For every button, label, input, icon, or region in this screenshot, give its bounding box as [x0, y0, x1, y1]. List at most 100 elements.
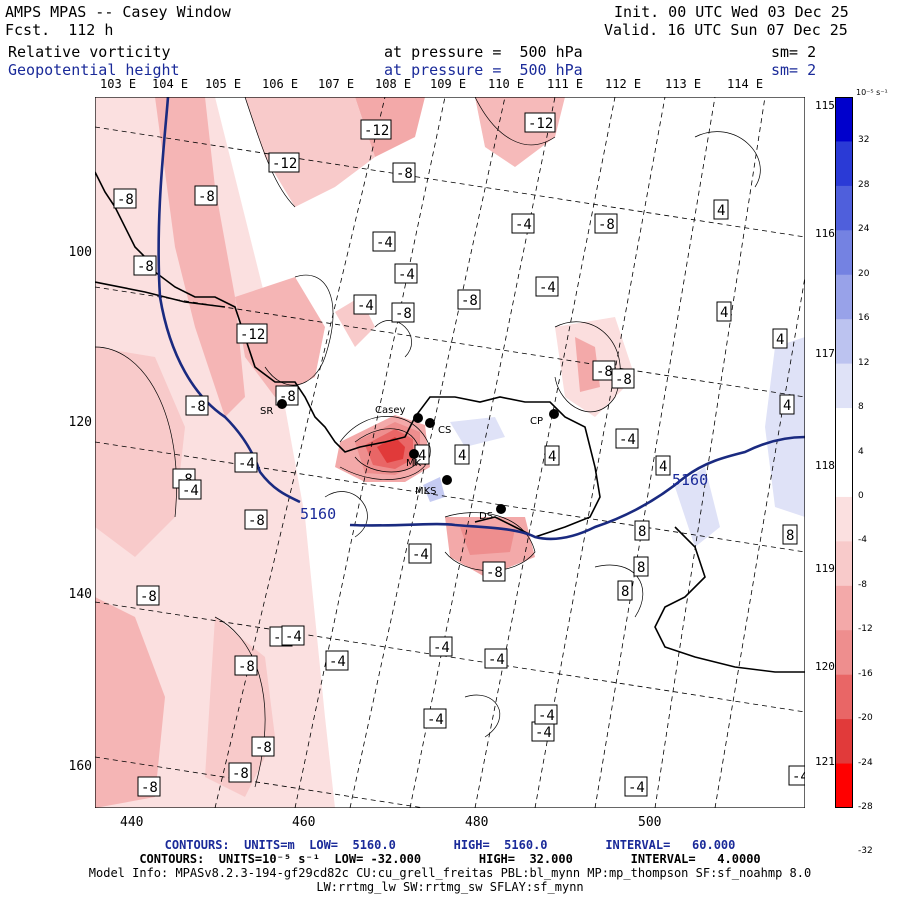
x-tick-label: 480	[465, 815, 489, 830]
station-marker	[277, 399, 287, 409]
svg-text:-4: -4	[412, 547, 429, 563]
colorbar-segment	[835, 719, 853, 765]
station-marker	[413, 413, 423, 423]
contour-value-label: -4	[429, 636, 453, 657]
colorbar-segment	[835, 452, 853, 498]
y-tick-label: 160	[68, 759, 92, 774]
station-marker	[549, 409, 559, 419]
colorbar-segment	[835, 585, 853, 631]
contour-value-label: -4	[511, 213, 535, 234]
field2-smooth: sm= 2	[771, 61, 817, 79]
svg-text:-8: -8	[396, 166, 413, 182]
svg-text:-8: -8	[486, 565, 503, 581]
colorbar-label: 16	[858, 313, 870, 324]
y-tick-label: 120	[68, 415, 92, 430]
contour-value-label: -8	[228, 762, 252, 783]
contour-value-label: 4	[544, 445, 560, 466]
svg-text:4: 4	[720, 305, 728, 321]
station-marker	[425, 418, 435, 428]
height-contour-5160	[157, 97, 805, 541]
colorbar-segment	[835, 763, 853, 808]
contour-value-label: -8	[391, 302, 415, 323]
contour-value-label: 4	[716, 301, 732, 322]
contour-value-label: -4	[788, 765, 805, 786]
svg-text:-4: -4	[329, 654, 346, 670]
svg-text:4: 4	[659, 459, 667, 475]
contour-value-label: -4	[624, 776, 648, 797]
top-longitude-label: 108 E	[375, 77, 412, 91]
svg-text:-12: -12	[240, 327, 265, 343]
colorbar-segment	[835, 141, 853, 187]
svg-text:-8: -8	[395, 306, 412, 322]
colorbar-label: 28	[858, 179, 870, 190]
contour-value-label: -8	[185, 395, 209, 416]
colorbar-label: -16	[858, 668, 873, 679]
svg-text:-8: -8	[461, 293, 478, 309]
contour-value-label: -8	[136, 585, 160, 606]
top-longitude-label: 113 E	[665, 77, 702, 91]
contour-value-label: 8	[782, 524, 798, 545]
svg-text:4: 4	[776, 332, 784, 348]
svg-text:4: 4	[717, 203, 725, 219]
contour-value-label: -4	[484, 648, 508, 669]
footer-height-contours: CONTOURS: UNITS=m LOW= 5160.0 HIGH= 5160…	[164, 838, 736, 852]
contour-value-label: -8	[392, 162, 416, 183]
x-tick-label: 460	[292, 815, 316, 830]
x-tick-label: 440	[120, 815, 144, 830]
forecast-hour: Fcst. 112 h	[5, 21, 114, 39]
colorbar-units: 10⁻⁵ s⁻¹	[856, 88, 888, 97]
colorbar-label: 32	[858, 135, 870, 146]
svg-text:-4: -4	[357, 298, 374, 314]
svg-text:4: 4	[548, 449, 556, 465]
init-time: Init. 00 UTC Wed 03 Dec 25	[614, 3, 849, 21]
svg-text:-12: -12	[364, 123, 389, 139]
field1-level: at pressure = 500 hPa	[384, 43, 583, 61]
svg-text:-8: -8	[596, 364, 613, 380]
svg-text:-4: -4	[515, 217, 532, 233]
contour-value-label: -8	[594, 213, 618, 234]
colorbar-label: 24	[858, 224, 870, 235]
top-longitude-label: 109 E	[430, 77, 467, 91]
station-label: MKS	[415, 486, 437, 497]
svg-text:-12: -12	[272, 156, 297, 172]
svg-text:-8: -8	[140, 589, 157, 605]
colorbar-label: 0	[858, 490, 864, 501]
top-longitude-label: 112 E	[605, 77, 642, 91]
contour-value-label: -8	[251, 736, 275, 757]
contour-value-label: -4	[531, 721, 555, 742]
svg-text:-8: -8	[117, 192, 134, 208]
station-label: SR	[260, 406, 273, 417]
colorbar-segment	[835, 363, 853, 409]
height-label-right: 5160	[672, 471, 708, 489]
colorbar-segment	[835, 230, 853, 276]
contour-value-label: -8	[244, 509, 268, 530]
svg-text:-8: -8	[615, 372, 632, 388]
svg-text:-4: -4	[398, 267, 415, 283]
colorbar-label: -4	[858, 535, 867, 546]
top-longitude-label: 110 E	[488, 77, 525, 91]
colorbar-segment	[835, 674, 853, 720]
svg-text:-4: -4	[285, 629, 302, 645]
contour-value-label: -4	[535, 276, 559, 297]
svg-text:-12: -12	[528, 116, 553, 132]
colorbar-segment	[835, 97, 853, 142]
top-longitude-label: 111 E	[547, 77, 584, 91]
colorbar-segment	[835, 408, 853, 453]
station-marker	[442, 475, 452, 485]
svg-text:-4: -4	[182, 483, 199, 499]
station-label: CP	[530, 416, 543, 427]
contour-value-label: -12	[360, 119, 392, 140]
colorbar-segment	[835, 274, 853, 320]
contour-value-label: -12	[268, 152, 300, 173]
svg-text:-4: -4	[488, 652, 505, 668]
svg-text:4: 4	[458, 448, 466, 464]
contour-value-label: -4	[325, 650, 349, 671]
contour-value-label: 4	[454, 444, 470, 465]
colorbar-segment	[835, 185, 853, 231]
station-label: Casey	[375, 405, 405, 416]
footer-model-info: Model Info: MPASv8.2.3-194-gf29cd82c CU:…	[88, 866, 812, 880]
colorbar-label: 8	[858, 402, 864, 413]
colorbar	[835, 97, 853, 808]
contour-value-label: -4	[534, 704, 558, 725]
field1-name: Relative vorticity	[8, 43, 171, 61]
